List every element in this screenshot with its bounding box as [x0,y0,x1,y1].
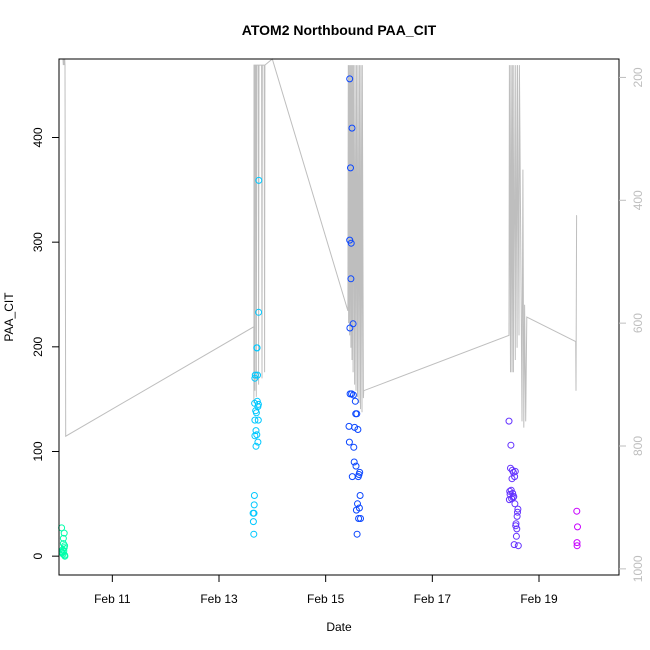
data-point [252,427,260,435]
y-tick-label: 400 [31,127,45,147]
data-point [510,541,518,549]
x-tick-label: Feb 13 [200,592,238,606]
x-tick-label: Feb 11 [94,592,131,606]
data-point [251,371,259,379]
y-tick-label: 100 [31,441,45,461]
chart-title: ATOM2 Northbound PAA_CIT [242,22,437,38]
y-tick-label: 0 [31,553,45,560]
data-point [350,443,358,451]
y-axis: 0 100 200 300 400 [31,127,59,560]
x-tick-label: Feb 17 [414,592,452,606]
data-point [353,530,361,538]
data-point [507,486,515,494]
data-point [347,239,355,247]
data-point [59,534,67,542]
data-point [355,515,363,522]
data-point [508,495,516,503]
data-point [249,518,257,526]
data-point [345,422,353,430]
data-point [347,164,354,172]
data-point [356,492,364,499]
data-point [254,400,262,408]
data-point [357,515,364,522]
data-point [254,416,262,424]
data-point [60,529,68,537]
data-point [573,507,581,515]
data-point [350,458,358,466]
data-point [574,523,581,531]
data-point [348,124,356,132]
data-point [250,530,258,538]
data-point [351,397,359,405]
data-point [511,473,519,481]
data-point [255,308,263,316]
data-point [509,494,517,501]
data-point [505,417,513,425]
y-tick-label: 200 [31,336,45,356]
y-axis-label: PAA_CIT [2,292,16,342]
data-point [250,501,258,509]
y2-tick-label: 600 [631,313,645,333]
data-point [507,441,515,449]
points-layer [58,75,581,560]
data-point [513,525,521,533]
data-point [352,462,360,470]
data-point [513,512,521,520]
data-point [354,426,362,433]
x-axis: Feb 11 Feb 13 Feb 15 Feb 17 Feb 19 [94,575,558,606]
y-tick-label: 300 [31,232,45,252]
data-point [254,371,261,379]
x-axis-label: Date [326,620,352,634]
data-point [511,500,519,508]
data-point [253,344,261,352]
data-point [250,509,258,517]
depth-trace-layer [62,58,578,438]
data-point [510,493,518,500]
data-point [347,275,355,283]
y2-axis: 200 400 600 800 1000 [619,67,645,582]
data-point [514,505,522,513]
data-point [509,489,517,497]
y2-tick-label: 400 [631,190,645,210]
x-tick-label: Feb 15 [307,592,345,606]
y2-tick-label: 800 [631,436,645,456]
data-point [512,520,520,528]
depth-trace-line [62,58,578,438]
data-point [252,442,260,450]
data-point [345,438,353,446]
data-point [512,532,520,540]
data-point [346,75,354,83]
data-point [253,397,261,405]
data-point [573,539,581,547]
data-point [251,416,259,424]
x-tick-label: Feb 19 [520,592,558,606]
data-point [254,438,262,446]
data-point [349,391,357,399]
data-point [349,320,357,328]
data-point [61,552,69,560]
data-point [255,176,263,184]
data-point [514,542,522,550]
data-point [514,508,521,516]
data-point [355,504,363,512]
data-point [354,500,361,508]
y2-tick-label: 1000 [631,555,645,582]
data-point [348,473,356,481]
data-point [252,409,260,417]
data-point [253,431,261,439]
data-point [353,410,361,418]
y2-tick-label: 200 [631,67,645,87]
data-point [356,468,364,476]
data-point [250,492,258,499]
data-point [60,547,68,555]
data-point [573,542,581,550]
plot-frame [58,58,620,576]
data-point [61,542,69,550]
data-point [348,390,356,398]
data-point [511,467,519,475]
